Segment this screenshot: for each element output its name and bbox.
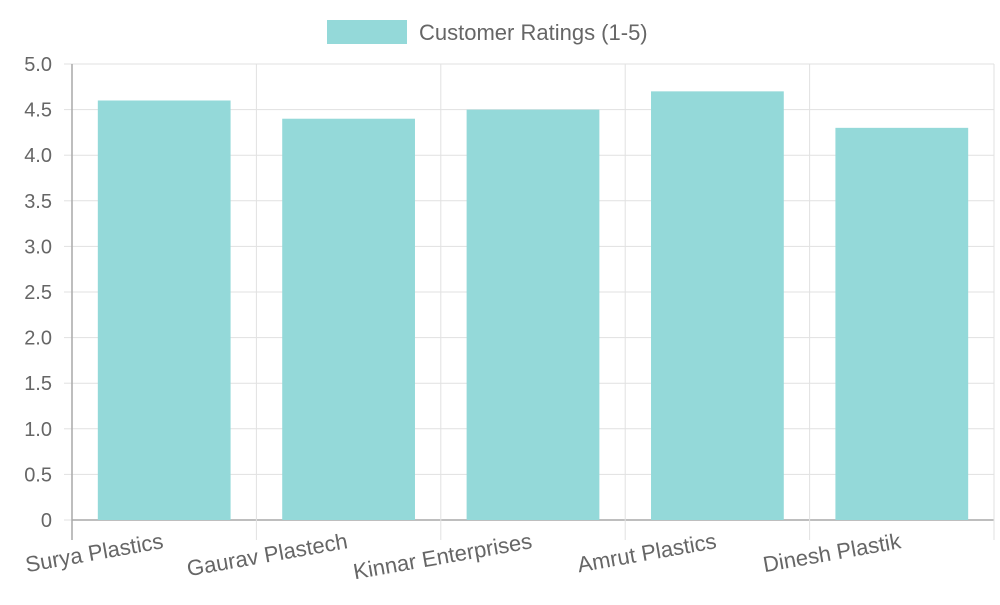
bars: [97, 91, 969, 521]
x-axis-ticks: Surya Plastics Gaurav Plastech Kinnar Ente…: [23, 528, 903, 584]
y-tick-label: 1.0: [24, 419, 52, 441]
x-tick-label: Amrut Plastics: [575, 528, 718, 577]
y-tick-label: 0: [41, 510, 52, 532]
bar: [651, 91, 784, 521]
y-tick-label: 4.5: [24, 100, 52, 122]
y-axis-ticks: 0 0.5 1.0 1.5 2.0 2.5 3.0 3.5 4.0 4.5 5.0: [24, 54, 52, 532]
x-tick-label: Dinesh Plastik: [761, 528, 904, 577]
y-tick-label: 4.0: [24, 145, 52, 167]
y-tick-label: 2.5: [24, 282, 52, 304]
bar: [835, 127, 969, 520]
y-tick-label: 5.0: [24, 54, 52, 76]
x-tick-label: Kinnar Enterprises: [351, 528, 534, 584]
x-tick-label: Gaurav Plastech: [185, 528, 350, 581]
bar: [97, 100, 231, 520]
legend-label: Customer Ratings (1-5): [419, 20, 648, 45]
legend-swatch: [327, 20, 407, 44]
legend[interactable]: Customer Ratings (1-5): [327, 20, 648, 45]
y-tick-label: 1.5: [24, 373, 52, 395]
y-tick-label: 3.5: [24, 191, 52, 213]
y-tick-label: 0.5: [24, 464, 52, 486]
bar: [282, 118, 415, 520]
y-tick-label: 3.0: [24, 236, 52, 258]
y-tick-label: 2.0: [24, 328, 52, 350]
x-tick-label: Surya Plastics: [23, 528, 165, 577]
bar: [466, 109, 600, 520]
